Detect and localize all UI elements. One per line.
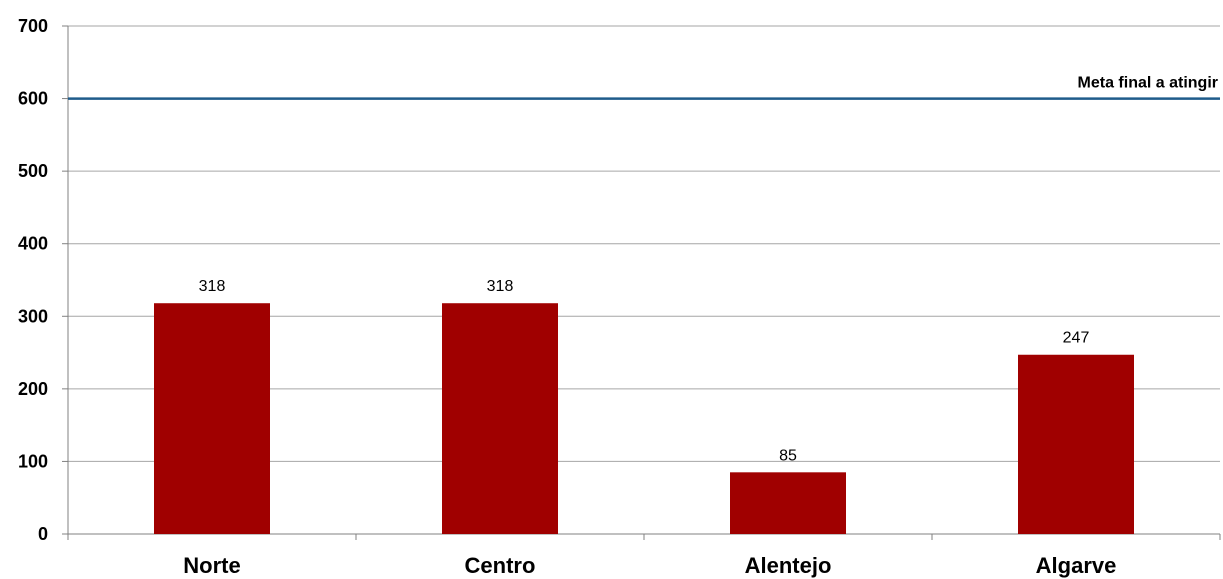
data-label: 85 xyxy=(779,447,797,464)
target-line-label: Meta final a atingir xyxy=(1078,75,1218,92)
labels: 0 100 200 300 400 500 600 700 318 Norte 318 Centro 8… xyxy=(18,16,1116,578)
data-label: 318 xyxy=(487,278,514,295)
x-tick-label: Algarve xyxy=(1036,553,1117,578)
bar-algarve xyxy=(1018,354,1134,534)
data-label: 247 xyxy=(1063,330,1090,347)
y-tick-label: 400 xyxy=(18,234,48,254)
bar-alentejo xyxy=(730,472,846,534)
y-tick-label: 200 xyxy=(18,379,48,399)
y-tick-label: 600 xyxy=(18,89,48,109)
bar-centro xyxy=(442,303,558,534)
x-tick-label: Norte xyxy=(183,553,240,578)
bar-norte xyxy=(154,303,270,534)
y-tick-label: 500 xyxy=(18,161,48,181)
data-label: 318 xyxy=(199,278,226,295)
x-tick-label: Alentejo xyxy=(745,553,832,578)
x-tick-label: Centro xyxy=(465,553,536,578)
y-tick-label: 300 xyxy=(18,306,48,326)
target-line-group: Meta final a atingir xyxy=(68,75,1220,100)
y-tick-label: 0 xyxy=(38,524,48,544)
y-tick-label: 100 xyxy=(18,451,48,471)
y-tick-label: 700 xyxy=(18,16,48,36)
bars xyxy=(154,303,1134,534)
